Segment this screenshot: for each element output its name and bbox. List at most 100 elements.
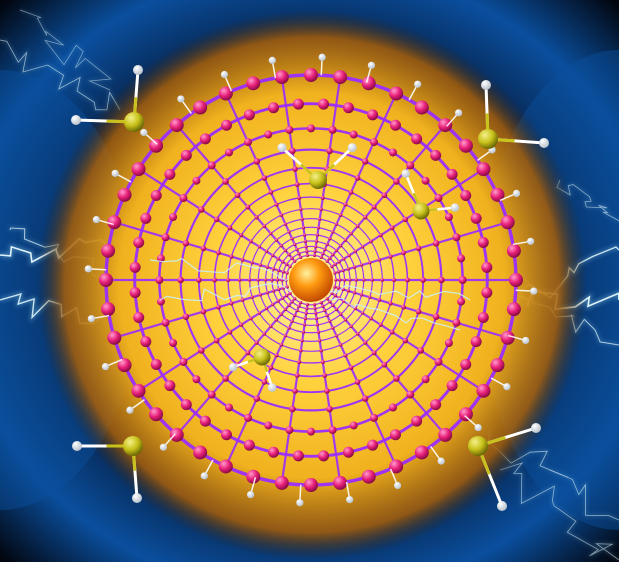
sulfur-atom: [478, 129, 498, 149]
carbon-atom: [421, 375, 430, 384]
hydrogen-atom: [539, 138, 549, 148]
carbon-atom: [301, 226, 306, 230]
carbon-atom: [355, 224, 360, 228]
carbon-atom: [199, 133, 211, 145]
carbon-atom: [229, 301, 234, 306]
carbon-atom: [363, 215, 368, 220]
carbon-atom: [353, 306, 357, 311]
carbon-atom: [213, 337, 220, 344]
carbon-atom: [370, 278, 374, 282]
hydrogen-atom: [367, 61, 376, 69]
carbon-atom: [337, 286, 341, 290]
hydrogen-atom: [111, 169, 119, 177]
carbon-atom: [288, 291, 292, 296]
carbon-atom: [268, 365, 274, 371]
carbon-atom: [381, 361, 388, 368]
carbon-atom: [250, 295, 254, 299]
carbon-atom: [319, 348, 323, 353]
carbon-atom: [257, 245, 261, 249]
carbon-atom: [328, 426, 337, 435]
carbon-atom: [258, 293, 262, 297]
carbon-atom: [314, 239, 319, 243]
carbon-atom: [256, 278, 260, 282]
carbon-atom: [388, 254, 393, 259]
carbon-atom: [117, 358, 132, 373]
carbon-atom: [270, 278, 274, 282]
carbon-atom: [182, 240, 190, 247]
carbon-atom: [234, 192, 241, 199]
carbon-atom: [343, 238, 348, 242]
carbon-atom: [271, 267, 276, 271]
carbon-atom: [458, 407, 473, 422]
hydrogen-atom: [159, 443, 168, 451]
carbon-atom: [117, 187, 132, 202]
carbon-atom: [227, 225, 233, 231]
carbon-atom: [292, 166, 298, 172]
carbon-atom: [434, 194, 443, 203]
carbon-atom: [328, 300, 332, 304]
carbon-atom: [320, 195, 325, 200]
carbon-atom: [281, 270, 285, 274]
carbon-atom: [339, 244, 343, 248]
carbon-atom: [371, 204, 377, 210]
carbon-atom: [490, 358, 505, 373]
carbon-atom: [406, 390, 415, 399]
carbon-atom: [331, 326, 335, 330]
carbon-atom: [169, 213, 178, 222]
carbon-atom: [333, 70, 348, 85]
carbon-atom: [438, 276, 445, 284]
carbon-atom: [414, 445, 429, 460]
carbon-atom: [348, 278, 352, 282]
carbon-atom: [107, 330, 122, 345]
carbon-atom: [346, 267, 351, 271]
carbon-atom: [362, 278, 366, 282]
carbon-atom: [180, 149, 192, 161]
carbon-atom: [227, 329, 233, 335]
carbon-atom: [161, 318, 170, 327]
hydrogen-atom: [481, 80, 491, 90]
carbon-atom: [285, 262, 289, 266]
carbon-atom: [477, 237, 489, 249]
carbon-atom: [444, 213, 453, 222]
carbon-atom: [303, 317, 308, 321]
carbon-atom: [164, 168, 176, 180]
carbon-atom: [406, 161, 415, 170]
carbon-atom: [302, 323, 307, 327]
carbon-atom: [347, 253, 351, 258]
hydrogen-atom: [87, 315, 95, 323]
carbon-atom: [293, 297, 297, 301]
carbon-atom: [271, 253, 275, 258]
carbon-atom: [352, 291, 357, 295]
carbon-atom: [325, 259, 329, 263]
carbon-atom: [133, 311, 145, 323]
carbon-atom: [265, 265, 270, 269]
carbon-atom: [257, 311, 261, 315]
hydrogen-atom: [126, 406, 134, 414]
carbon-atom: [342, 446, 354, 458]
hydrogen-atom: [346, 496, 354, 504]
carbon-atom: [244, 413, 253, 422]
carbon-atom: [295, 308, 299, 313]
carbon-atom: [225, 148, 234, 157]
sulfur-atom: [309, 171, 327, 189]
carbon-atom: [265, 249, 269, 254]
hydrogen-atom: [414, 80, 422, 88]
carbon-atom: [292, 388, 298, 394]
carbon-atom: [198, 206, 205, 213]
carbon-atom: [363, 340, 368, 345]
carbon-atom: [405, 277, 410, 283]
carbon-atom: [337, 260, 341, 264]
h2s-molecule: [71, 65, 144, 132]
carbon-atom: [179, 357, 188, 366]
carbon-atom: [301, 330, 306, 334]
hydrogen-atom: [318, 53, 326, 61]
carbon-atom: [348, 365, 354, 371]
carbon-atom: [276, 299, 280, 303]
carbon-atom: [169, 338, 178, 347]
carbon-atom: [216, 304, 221, 310]
h2s-molecule: [401, 169, 460, 220]
carbon-atom: [457, 254, 466, 263]
carbon-atom: [285, 125, 294, 134]
hydrogen-atom: [72, 441, 82, 451]
hydrogen-atom: [454, 109, 463, 117]
